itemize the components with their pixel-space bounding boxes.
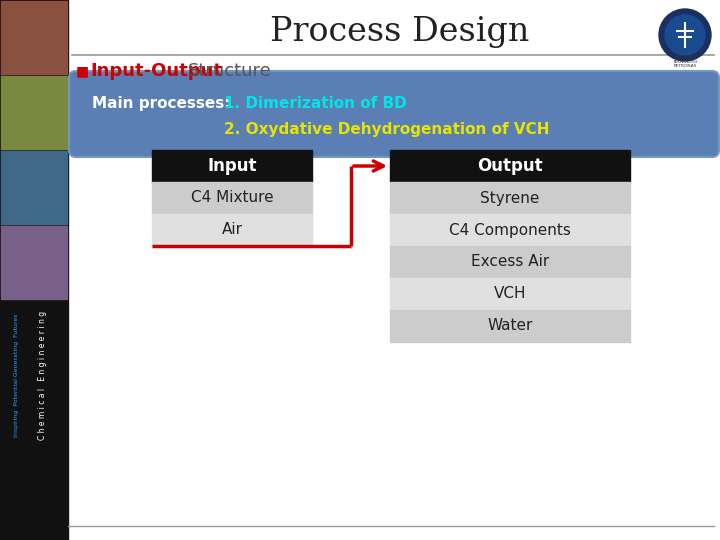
Text: Air: Air xyxy=(222,222,243,238)
Bar xyxy=(390,310,630,342)
Bar xyxy=(390,214,630,246)
Bar xyxy=(1,1,67,74)
Bar xyxy=(152,214,312,246)
Bar xyxy=(390,150,630,182)
Text: VCH: VCH xyxy=(494,287,526,301)
Bar xyxy=(152,150,312,182)
FancyBboxPatch shape xyxy=(69,71,719,157)
Text: Process Design: Process Design xyxy=(271,16,530,48)
Text: Structure: Structure xyxy=(188,62,271,80)
Bar xyxy=(390,278,630,310)
Text: Input: Input xyxy=(207,157,257,175)
Circle shape xyxy=(665,15,705,55)
Text: 1. Dimerization of BD: 1. Dimerization of BD xyxy=(224,96,407,111)
Bar xyxy=(390,182,630,214)
Text: 2. Oxydative Dehydrogenation of VCH: 2. Oxydative Dehydrogenation of VCH xyxy=(224,123,549,137)
Bar xyxy=(0,0,68,540)
Bar xyxy=(1,76,67,149)
Text: Water: Water xyxy=(487,319,533,334)
Text: Styrene: Styrene xyxy=(480,191,540,206)
Bar xyxy=(390,246,630,278)
Text: ■: ■ xyxy=(76,64,89,78)
Text: C h e m i c a l   E n g i n e e r i n g: C h e m i c a l E n g i n e e r i n g xyxy=(37,310,47,440)
Text: Main processes:: Main processes: xyxy=(92,96,235,111)
Text: UNIVERSITI
TEKNOLOGI
PETRONAS: UNIVERSITI TEKNOLOGI PETRONAS xyxy=(672,55,698,68)
Text: Excess Air: Excess Air xyxy=(471,254,549,269)
Bar xyxy=(152,182,312,214)
Bar xyxy=(1,226,67,299)
Circle shape xyxy=(659,9,711,61)
Text: Inspiring  Potential·Generating  Futures: Inspiring Potential·Generating Futures xyxy=(14,313,19,437)
Text: Output: Output xyxy=(477,157,543,175)
Text: C4 Mixture: C4 Mixture xyxy=(191,191,274,206)
Text: Input-Output: Input-Output xyxy=(90,62,222,80)
Text: C4 Components: C4 Components xyxy=(449,222,571,238)
Bar xyxy=(1,151,67,224)
